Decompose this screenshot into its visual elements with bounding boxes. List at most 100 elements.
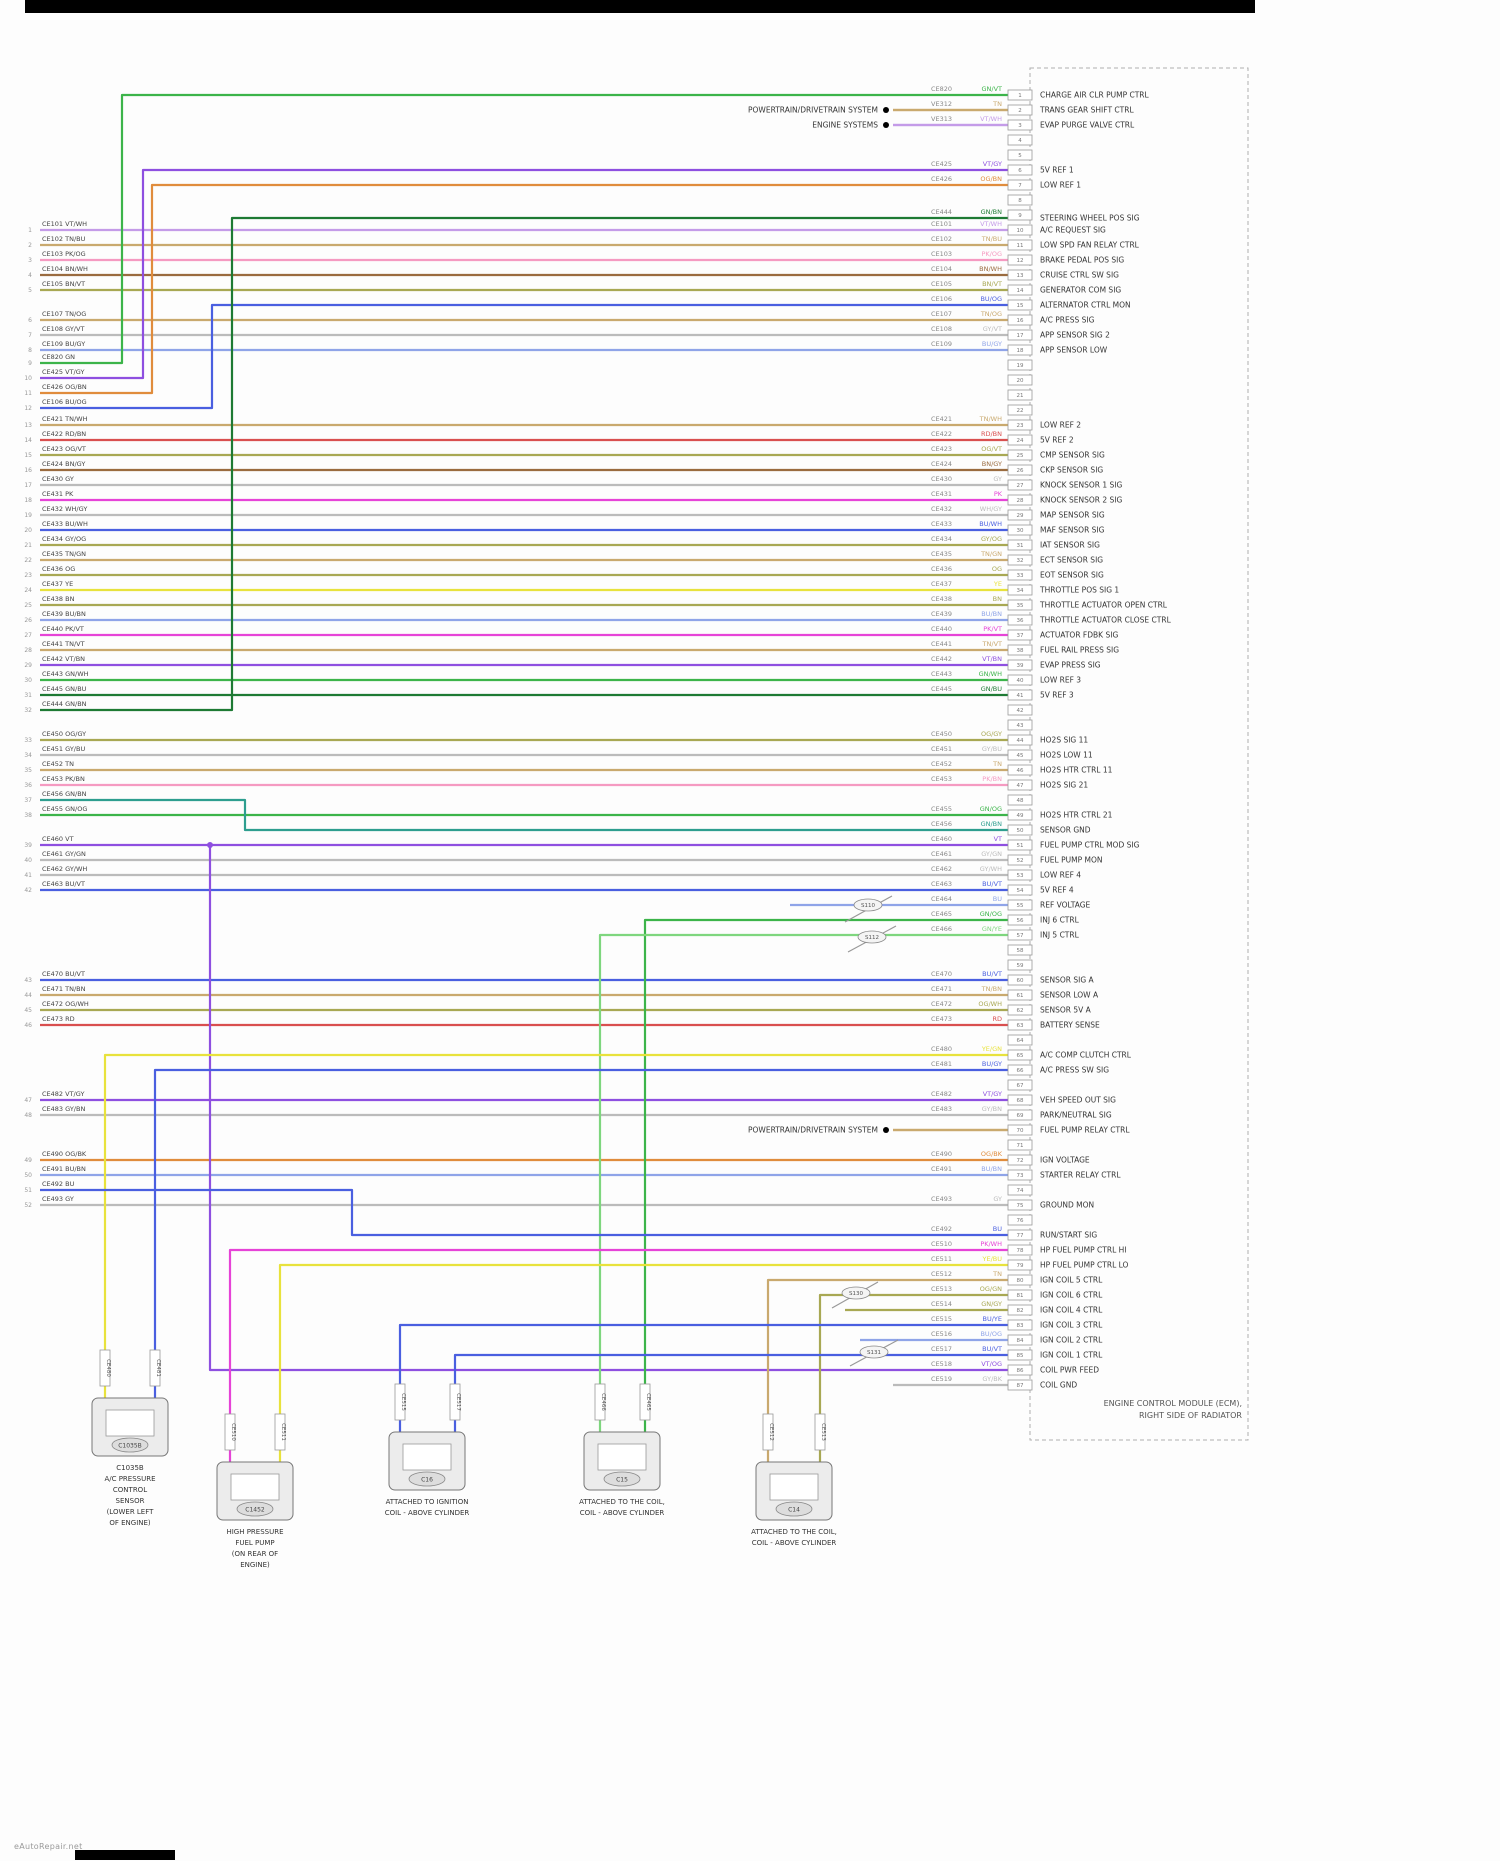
left-pin-number: 4 [28,272,32,279]
left-pin-number: 48 [24,1112,32,1119]
pin-function-label: FUEL PUMP RELAY CTRL [1040,1126,1130,1135]
pin-number: 44 [1017,738,1024,744]
left-pin-number: 1 [28,227,32,234]
pin-box [1007,239,1033,251]
splice-label: S130 [849,1291,863,1297]
pin-box [1007,1364,1033,1376]
pin-number: 67 [1017,1083,1024,1089]
wire-circuit-label: CE510 [931,1240,952,1248]
pin-function-label: LOW REF 2 [1040,421,1081,430]
pin-function-label: IGN COIL 6 CTRL [1040,1291,1103,1300]
component-caption: OF ENGINE) [109,1519,151,1527]
pin-number: 51 [1017,843,1024,849]
wire-left-label: CE493 GY [42,1195,74,1203]
pin-box [1007,389,1033,401]
top-bar [25,0,1255,13]
wire [40,303,1008,410]
wire-code-label: GN/VT [981,85,1002,93]
pin-box [1007,719,1033,731]
pin-number: 19 [1017,363,1024,369]
wire [40,183,1008,395]
wire-code-label: TN/BN [981,985,1002,993]
wire-circuit-label: CE453 [931,775,952,783]
left-pin-number: 45 [24,1007,32,1014]
pin-function-label: CHARGE AIR CLR PUMP CTRL [1040,91,1150,100]
component-connector-id: C1035B [118,1443,142,1450]
lead-label: CE480 [105,1359,111,1377]
wire-circuit-label: CE471 [931,985,952,993]
wire-left-label: CE101 VT/WH [42,220,87,228]
left-pin-number: 51 [24,1187,32,1194]
pin-function-label: SENSOR LOW A [1040,991,1099,1000]
left-pin-number: 52 [24,1202,32,1209]
pin-box [1007,1154,1033,1166]
pin-number: 45 [1017,753,1024,759]
wire-code-label: PK/VT [983,625,1002,633]
pin-box [1007,1274,1033,1286]
wire-code-label: BU/GY [982,1060,1002,1068]
splice-oval [857,930,887,944]
wire [40,93,1008,365]
wire-left-label: CE483 GY/BN [42,1105,85,1113]
wire-code-label: RD [992,1015,1002,1023]
pin-box [1007,509,1033,521]
wire-code-label: BU/VT [982,1345,1002,1353]
pin-function-label: 5V REF 4 [1040,886,1074,895]
wire-circuit-label: CE517 [931,1345,952,1353]
pin-number: 42 [1017,708,1024,714]
wire-code-label: TN/OG [980,310,1002,318]
wire-circuit-label: CE108 [931,325,952,333]
pin-number: 69 [1017,1113,1024,1119]
pin-box [1007,299,1033,311]
system-link-label: POWERTRAIN/DRIVETRAIN SYSTEM [748,106,878,115]
pin-number: 87 [1017,1383,1024,1389]
wire-circuit-label: CE515 [931,1315,952,1323]
wire-circuit-label: CE483 [931,1105,952,1113]
pin-number: 46 [1017,768,1024,774]
pin-box [1007,434,1033,446]
wire-circuit-label: CE516 [931,1330,952,1338]
pin-number: 2 [1018,108,1022,114]
wire-code-label: BU/YE [983,1315,1002,1323]
pin-number: 53 [1017,873,1024,879]
pin-number: 56 [1017,918,1024,924]
component-caption: COIL - ABOVE CYLINDER [752,1539,837,1547]
lead-label-box [224,1413,236,1451]
wire-code-label: TN [992,100,1002,108]
wire-left-label: CE430 GY [42,475,74,483]
splice-label: S112 [865,935,879,941]
wire-left-label: CE431 PK [42,490,74,498]
pin-number: 28 [1017,498,1024,504]
pin-box [1007,179,1033,191]
pin-box [1007,404,1033,416]
pin-function-label: SENSOR GND [1040,826,1091,835]
wire-left-label: CE437 YE [42,580,73,588]
pin-function-label: A/C REQUEST SIG [1040,226,1106,235]
pin-number: 79 [1017,1263,1024,1269]
wire-circuit-label: CE104 [931,265,952,273]
pin-box [1007,1304,1033,1316]
pin-box [1007,1259,1033,1271]
pin-box [1007,644,1033,656]
pin-number: 60 [1017,978,1024,984]
pin-box [1007,1319,1033,1331]
left-pin-number: 6 [28,317,32,324]
left-pin-number: 32 [24,707,32,714]
pin-number: 9 [1018,213,1022,219]
pin-number: 49 [1017,813,1024,819]
pin-function-label: IGN COIL 2 CTRL [1040,1336,1103,1345]
pin-box [1007,284,1033,296]
pin-number: 43 [1017,723,1024,729]
pin-number: 29 [1017,513,1024,519]
pin-number: 63 [1017,1023,1024,1029]
pin-box [1007,1169,1033,1181]
left-pin-number: 31 [24,692,32,699]
wire-code-label: VT/GY [983,160,1002,168]
wire [818,1293,1008,1462]
wire-circuit-label: CE493 [931,1195,952,1203]
wire [278,1263,1008,1462]
pin-function-label: COIL GND [1040,1381,1077,1390]
pin-box [1007,884,1033,896]
pin-box [1007,659,1033,671]
wire [643,918,1008,1432]
